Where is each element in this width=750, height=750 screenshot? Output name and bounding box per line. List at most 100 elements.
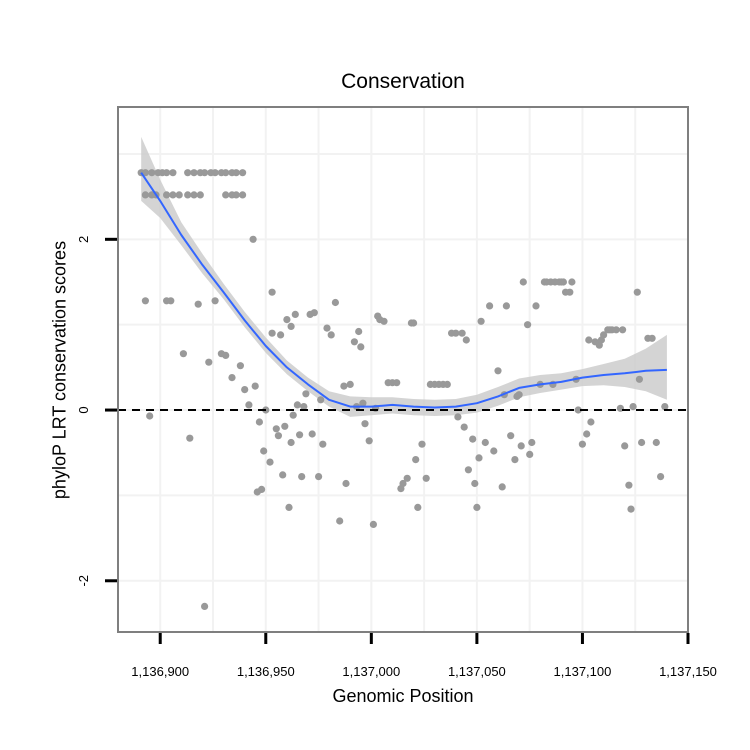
data-point — [422, 474, 430, 482]
data-point — [507, 432, 515, 440]
data-point — [146, 412, 154, 420]
data-point — [249, 235, 257, 243]
data-point — [635, 375, 644, 383]
data-point — [574, 406, 582, 414]
data-point — [612, 326, 620, 334]
data-point — [272, 425, 280, 433]
data-point — [302, 390, 310, 398]
data-point — [323, 324, 331, 332]
data-point — [222, 169, 230, 177]
data-point — [454, 413, 462, 421]
data-point — [239, 169, 247, 177]
data-point — [619, 326, 627, 334]
data-point — [412, 456, 420, 464]
data-point — [490, 447, 498, 455]
data-point — [260, 447, 268, 455]
data-point — [258, 485, 266, 493]
data-point — [452, 329, 460, 337]
data-point — [486, 302, 494, 310]
x-tick-label: 1,137,150 — [659, 664, 717, 679]
x-tick-label: 1,136,900 — [131, 664, 189, 679]
data-point — [583, 430, 591, 438]
data-point — [410, 319, 418, 327]
data-point — [340, 382, 348, 390]
data-point — [481, 438, 489, 447]
data-point — [211, 169, 219, 177]
data-point — [477, 317, 485, 325]
data-point — [638, 438, 646, 447]
data-point — [469, 435, 477, 443]
data-point — [502, 302, 510, 310]
plot-frame — [117, 106, 689, 633]
data-point — [346, 380, 354, 388]
smooth-line-layer — [140, 172, 667, 409]
data-point — [517, 442, 525, 450]
data-point — [201, 169, 209, 177]
x-axis-label: Genomic Position — [332, 686, 474, 706]
data-point — [526, 450, 534, 458]
data-point — [403, 474, 411, 482]
data-point — [141, 297, 149, 305]
y-axis: -2 0 2 — [76, 236, 117, 587]
data-point — [190, 191, 198, 199]
data-point — [319, 440, 327, 448]
data-point — [393, 379, 401, 387]
data-point — [331, 298, 339, 307]
data-point — [357, 343, 365, 351]
data-point — [201, 602, 209, 611]
data-point — [300, 403, 308, 411]
data-point — [274, 432, 282, 440]
y-axis-label: phyloP LRT conservation scores — [49, 240, 70, 500]
data-point — [186, 434, 194, 442]
y-tick-label: 2 — [76, 236, 91, 243]
data-point — [464, 466, 472, 474]
data-point — [355, 327, 363, 336]
data-point — [585, 336, 593, 344]
data-point — [268, 288, 276, 296]
data-point — [255, 418, 263, 426]
data-point — [498, 483, 506, 491]
data-point — [629, 403, 637, 411]
data-point — [369, 520, 377, 529]
data-point — [380, 317, 388, 325]
data-point — [652, 438, 660, 447]
data-point — [473, 503, 481, 511]
y-tick-label: -2 — [76, 575, 91, 587]
data-point — [268, 329, 276, 337]
data-point — [315, 473, 323, 481]
data-point — [414, 503, 422, 511]
data-point — [462, 336, 470, 344]
data-point — [222, 191, 230, 199]
data-point — [279, 471, 287, 479]
data-point — [141, 191, 149, 199]
data-point — [196, 191, 204, 199]
data-point — [211, 297, 219, 305]
data-point — [285, 503, 293, 511]
data-point — [239, 191, 247, 199]
data-point — [519, 278, 527, 286]
data-point — [648, 334, 656, 342]
data-point — [241, 386, 249, 394]
x-tick-label: 1,137,100 — [554, 664, 612, 679]
data-point — [327, 331, 335, 339]
data-point — [281, 422, 289, 430]
data-point — [361, 420, 369, 428]
data-point — [205, 358, 213, 366]
data-point — [566, 288, 574, 296]
data-point — [627, 505, 635, 513]
data-point — [163, 191, 171, 199]
data-point — [169, 191, 177, 199]
data-point — [458, 329, 466, 337]
data-point — [287, 322, 295, 330]
data-point — [277, 331, 285, 339]
data-point — [600, 331, 608, 339]
data-point — [169, 169, 177, 177]
data-point — [291, 310, 299, 318]
confidence-band — [141, 136, 667, 417]
data-point — [511, 456, 519, 464]
data-point — [236, 362, 244, 370]
data-point — [310, 309, 318, 317]
data-point — [460, 423, 468, 431]
data-point — [336, 517, 344, 525]
